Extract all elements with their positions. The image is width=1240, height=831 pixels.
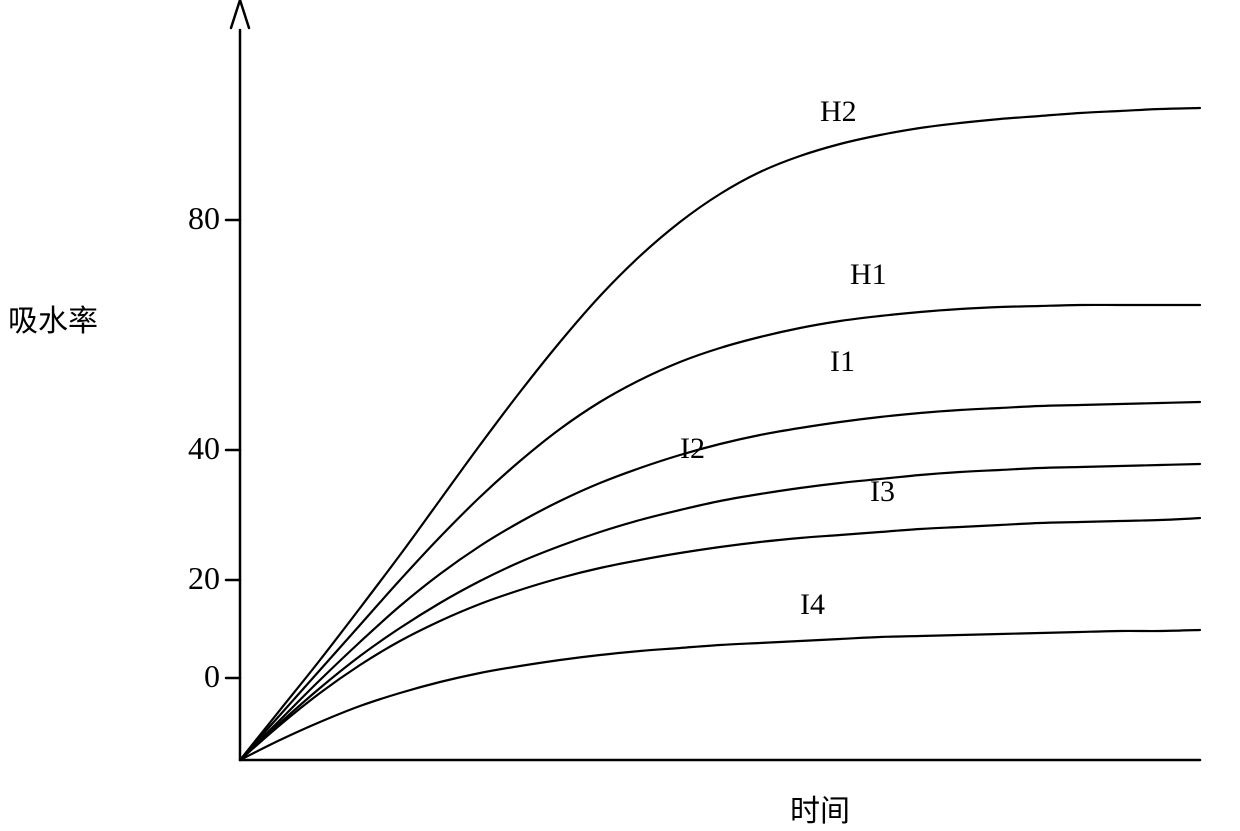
- y-tick-label: 0: [160, 658, 220, 695]
- series-label-H2: H2: [820, 95, 857, 129]
- y-axis-arrow-left: [231, 0, 240, 28]
- y-axis-arrow-right: [240, 0, 249, 28]
- curves: [240, 108, 1200, 760]
- series-label-I1: I1: [830, 345, 855, 379]
- curve-I2: [240, 464, 1200, 760]
- series-label-H1: H1: [850, 258, 887, 292]
- y-axis-label: 吸水率: [8, 296, 98, 340]
- series-label-I2: I2: [680, 432, 705, 466]
- y-tick-label: 40: [160, 430, 220, 467]
- curve-H1: [240, 305, 1200, 760]
- x-axis-label: 时间: [790, 786, 850, 830]
- y-tick-label: 20: [160, 560, 220, 597]
- line-chart: [0, 0, 1240, 831]
- series-label-I3: I3: [870, 475, 895, 509]
- curve-H2: [240, 108, 1200, 760]
- series-label-I4: I4: [800, 588, 825, 622]
- y-tick-label: 80: [160, 200, 220, 237]
- curve-I1: [240, 402, 1200, 760]
